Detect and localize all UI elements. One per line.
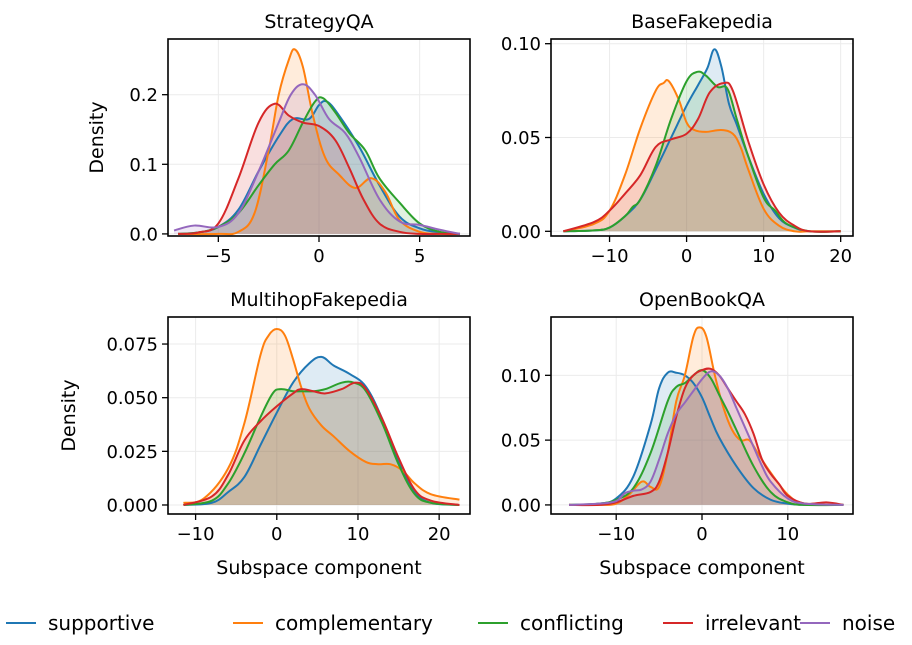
area-supportive [563,49,841,232]
line-noise [568,370,844,506]
x-tick-label: 20 [829,246,852,267]
subplot-title: OpenBookQA [639,289,765,311]
line-complementary [563,78,841,233]
line-conflicting [563,70,841,233]
y-tick-label: 0.05 [501,431,541,452]
y-axis-label: Density [58,379,80,451]
x-tick-label: 10 [347,524,370,545]
x-tick-label: −10 [177,524,215,545]
legend-label: noise [842,611,895,635]
y-tick-label: 0.050 [106,388,158,409]
axes-frame [167,316,471,515]
subplot-title: MultihopFakepedia [230,289,408,311]
legend-label: irrelevant [705,611,801,635]
line-complementary [178,48,460,236]
legend: supportive complementary conflicting irrele… [6,611,895,635]
area-supportive [183,356,460,505]
area-irrelevant [183,382,460,505]
legend-item-supportive: supportive [6,611,154,635]
legend-item-noise: noise [800,611,895,635]
subplot-openbookqa: −10 0 10 0.00 0.05 0.10 OpenBookQA Subspace com… [501,289,854,579]
y-tick-label: 0.00 [501,495,541,516]
subplot-basefakepedia: −10 0 10 20 0.00 0.05 0.10 BaseFakepedia [501,11,854,267]
x-tick-label: 5 [414,246,425,267]
x-tick-label: 0 [681,246,692,267]
area-noise [174,84,460,234]
area-complementary [563,79,841,232]
y-tick-label: 0.10 [501,34,541,55]
x-tick-label: −5 [205,246,232,267]
plot-area [183,328,460,506]
area-conflicting [569,370,844,506]
y-axis-label: Density [86,101,108,173]
legend-item-complementary: complementary [233,611,433,635]
area-conflicting [563,71,841,232]
y-tick-label: 0.10 [501,366,541,387]
subplot-multihopfakepedia: −10 0 10 20 0.000 0.025 0.050 0.075 MultihopFake… [58,289,471,579]
y-tick-label: 0.2 [129,85,158,106]
x-axis-label: Subspace component [216,557,421,579]
subplot-title: StrategyQA [264,11,373,33]
area-supportive [569,371,844,506]
legend-item-irrelevant: irrelevant [663,611,801,635]
x-tick-label: 10 [752,246,775,267]
x-tick-label: −10 [597,524,635,545]
x-tick-label: 10 [776,524,799,545]
plot-area [563,48,841,233]
legend-item-conflicting: conflicting [478,611,624,635]
y-tick-label: 0.05 [501,128,541,149]
line-irrelevant [563,81,841,233]
legend-label: conflicting [520,611,624,635]
x-axis-label: Subspace component [599,557,804,579]
area-irrelevant [563,82,841,232]
y-tick-label: 0.025 [106,442,158,463]
y-tick-label: 0.1 [129,155,158,176]
x-tick-label: 0 [696,524,707,545]
plot-area [568,326,844,507]
area-complementary [569,327,844,506]
area-irrelevant [569,368,844,506]
plot-area [173,48,461,236]
area-conflicting [183,381,460,505]
area-noise [569,371,844,505]
line-supportive [568,370,844,507]
x-tick-label: −10 [591,246,629,267]
legend-label: complementary [275,611,433,635]
y-tick-label: 0.000 [106,495,158,516]
y-tick-label: 0.075 [106,335,158,356]
x-tick-label: 0 [271,524,282,545]
line-complementary [183,328,460,504]
y-tick-label: 0.0 [129,224,158,245]
y-tick-label: 0.00 [501,222,541,243]
subplot-strategyqa: −5 0 5 0.0 0.1 0.2 StrategyQA Density [86,11,471,267]
line-noise [173,83,461,235]
legend-label: supportive [48,611,154,635]
line-supportive [178,99,460,235]
line-irrelevant [183,381,460,506]
x-tick-label: 0 [313,246,324,267]
subplot-title: BaseFakepedia [631,11,773,33]
line-irrelevant [178,102,460,236]
x-tick-label: 20 [428,524,451,545]
